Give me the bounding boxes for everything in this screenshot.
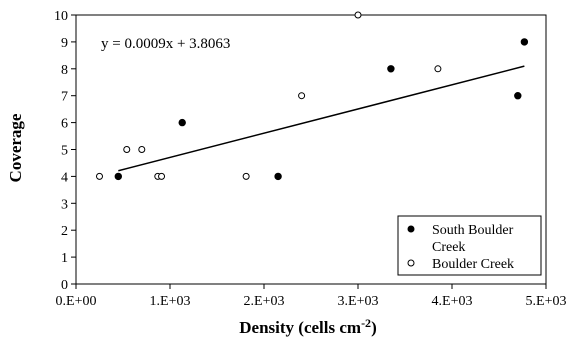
y-tick-label: 8	[61, 63, 68, 78]
trendline-equation: y = 0.0009x + 3.8063	[101, 36, 230, 52]
y-tick-label: 10	[54, 9, 68, 24]
y-axis-title: Coverage	[6, 113, 25, 182]
legend-box	[397, 215, 542, 276]
trendline	[118, 65, 525, 172]
data-point-south-boulder-creek	[274, 172, 282, 181]
y-tick-label: 3	[61, 197, 68, 212]
x-tick-label: 1.E+03	[150, 294, 191, 309]
y-tick-label: 0	[61, 278, 68, 293]
data-point-boulder-creek	[354, 11, 362, 19]
legend: South Boulder Creek Boulder Creek	[397, 215, 542, 276]
data-point-boulder-creek	[298, 92, 306, 100]
trendline-group	[118, 65, 525, 172]
y-tick-label: 1	[61, 251, 68, 266]
data-point-boulder-creek	[138, 146, 146, 153]
data-point-boulder-creek	[123, 146, 131, 153]
x-tick-label: 5.E+03	[526, 294, 567, 309]
y-tick-label: 7	[61, 90, 68, 105]
legend-marker-south-boulder-creek	[407, 225, 415, 233]
data-point-boulder-creek	[242, 172, 250, 180]
x-tick-label: 3.E+03	[338, 294, 379, 309]
x-axis-title-main: Density (cells cm	[239, 318, 361, 337]
y-tick-label: 6	[61, 117, 68, 132]
y-tick-label: 9	[61, 36, 68, 51]
x-axis-title: Density (cells cm-2)	[239, 316, 376, 337]
y-tick-label: 5	[61, 144, 68, 159]
data-point-boulder-creek	[158, 172, 166, 180]
x-axis-title-superscript: -2	[361, 316, 371, 330]
data-points	[96, 11, 529, 181]
legend-label-south-boulder-creek-line1: South Boulder	[432, 223, 514, 238]
data-point-south-boulder-creek	[114, 172, 123, 181]
legend-label-south-boulder-creek-line2: Creek	[432, 240, 465, 255]
data-point-south-boulder-creek	[514, 92, 522, 100]
y-tick-label: 2	[61, 224, 68, 239]
data-point-boulder-creek	[96, 172, 103, 180]
y-ticks: 0 1 2 3 4 5 6 7 8 9 10	[54, 9, 76, 293]
y-tick-label: 4	[61, 170, 68, 185]
data-point-south-boulder-creek	[387, 65, 395, 73]
data-point-south-boulder-creek	[520, 38, 529, 46]
legend-label-boulder-creek: Boulder Creek	[432, 257, 514, 272]
x-tick-label: 0.E+00	[56, 294, 97, 309]
x-ticks: 0.E+00 1.E+03 2.E+03 3.E+03 4.E+03 5.E+03	[56, 284, 567, 309]
x-tick-label: 4.E+03	[432, 294, 473, 309]
legend-marker-boulder-creek	[407, 259, 415, 267]
x-tick-label: 2.E+03	[244, 294, 285, 309]
x-axis-title-suffix: )	[371, 318, 377, 337]
data-point-boulder-creek	[434, 65, 442, 73]
data-point-south-boulder-creek	[178, 118, 186, 127]
